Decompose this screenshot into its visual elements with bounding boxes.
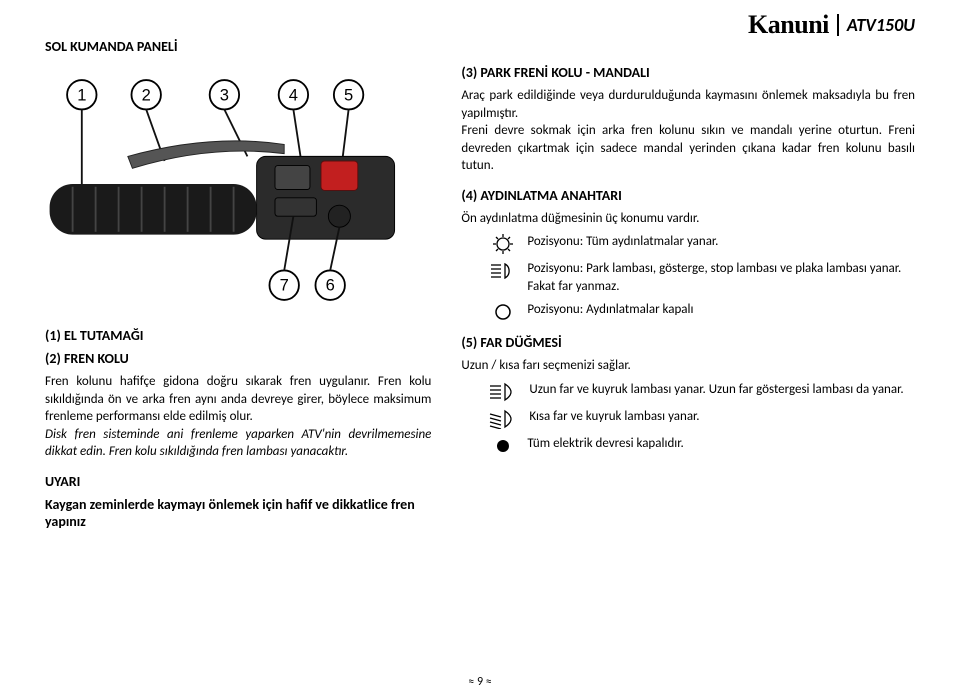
header: Kanuni ATV150U: [748, 10, 915, 40]
s4-option-b: Pozisyonu: Park lambası, gösterge, stop …: [489, 260, 915, 295]
s5-option-a-text: Uzun far ve kuyruk lambası yanar. Uzun f…: [529, 381, 915, 399]
callout-2: 2: [142, 85, 151, 104]
callout-6: 6: [326, 276, 335, 295]
s4-option-b-text: Pozisyonu: Park lambası, gösterge, stop …: [527, 260, 915, 295]
callout-5: 5: [344, 85, 353, 104]
parking-light-icon: [489, 261, 517, 281]
section-4-intro: Ön aydınlatma düğmesinin üç konumu vardı…: [461, 210, 915, 228]
warning-title: UYARI: [45, 473, 431, 490]
s5-option-b: Kısa far ve kuyruk lambası yanar.: [489, 408, 915, 429]
left-column: SOL KUMANDA PANELİ 1 2 3 4 5: [45, 38, 431, 542]
s5-option-c: Tüm elektrik devresi kapalıdır.: [489, 435, 915, 456]
section-2-p1: Fren kolunu hafifçe gidona doğru sıkarak…: [45, 373, 431, 426]
model-code: ATV150U: [847, 14, 915, 36]
s4-option-c-text: Pozisyonu: Aydınlatmalar kapalı: [527, 301, 915, 319]
right-column: (3) PARK FRENİ KOLU - MANDALI Araç park …: [461, 38, 915, 542]
lights-off-icon: [489, 302, 517, 322]
header-divider: [837, 14, 839, 36]
content-columns: SOL KUMANDA PANELİ 1 2 3 4 5: [45, 38, 915, 542]
section-1-title: (1) EL TUTAMAĞI: [45, 327, 431, 344]
callout-1: 1: [77, 85, 86, 104]
circuit-off-icon: [489, 436, 517, 456]
section-2-p2: Disk fren sisteminde ani frenleme yapark…: [45, 426, 431, 461]
section-2-title: (2) FREN KOLU: [45, 350, 431, 367]
section-5-intro: Uzun / kısa farı seçmenizi sağlar.: [461, 357, 915, 375]
warning-block: UYARI Kaygan zeminlerde kaymayı önlemek …: [45, 473, 431, 530]
high-beam-icon: [489, 382, 519, 402]
section-4-title: (4) AYDINLATMA ANAHTARI: [461, 187, 915, 204]
headlight-all-icon: [489, 234, 517, 254]
s5-option-c-text: Tüm elektrik devresi kapalıdır.: [527, 435, 915, 453]
s5-option-b-text: Kısa far ve kuyruk lambası yanar.: [529, 408, 915, 426]
callout-4: 4: [289, 85, 298, 104]
s4-option-a-text: Pozisyonu: Tüm aydınlatmalar yanar.: [527, 233, 915, 251]
page-number: ≈ 9 ≈: [0, 675, 960, 689]
section-4: (4) AYDINLATMA ANAHTARI Ön aydınlatma dü…: [461, 187, 915, 323]
section-5: (5) FAR DÜĞMESİ Uzun / kısa farı seçmeni…: [461, 334, 915, 456]
callout-7: 7: [280, 276, 289, 295]
s5-option-a: Uzun far ve kuyruk lambası yanar. Uzun f…: [489, 381, 915, 402]
brand-logo: Kanuni: [748, 10, 829, 40]
section-3-p2: Freni devre sokmak için arka fren kolunu…: [461, 122, 915, 175]
callout-3: 3: [220, 85, 229, 104]
panel-title: SOL KUMANDA PANELİ: [45, 38, 431, 55]
section-3-title: (3) PARK FRENİ KOLU - MANDALI: [461, 64, 915, 81]
section-3: (3) PARK FRENİ KOLU - MANDALI Araç park …: [461, 64, 915, 175]
warning-text: Kaygan zeminlerde kaymayı önlemek için h…: [45, 496, 431, 530]
section-2: (2) FREN KOLU Fren kolunu hafifçe gidona…: [45, 350, 431, 461]
section-3-p1: Araç park edildiğinde veya durdurulduğun…: [461, 87, 915, 122]
low-beam-icon: [489, 409, 519, 429]
s4-option-c: Pozisyonu: Aydınlatmalar kapalı: [489, 301, 915, 322]
s4-option-a: Pozisyonu: Tüm aydınlatmalar yanar.: [489, 233, 915, 254]
section-5-title: (5) FAR DÜĞMESİ: [461, 334, 915, 351]
control-panel-diagram: 1 2 3 4 5: [45, 69, 431, 308]
